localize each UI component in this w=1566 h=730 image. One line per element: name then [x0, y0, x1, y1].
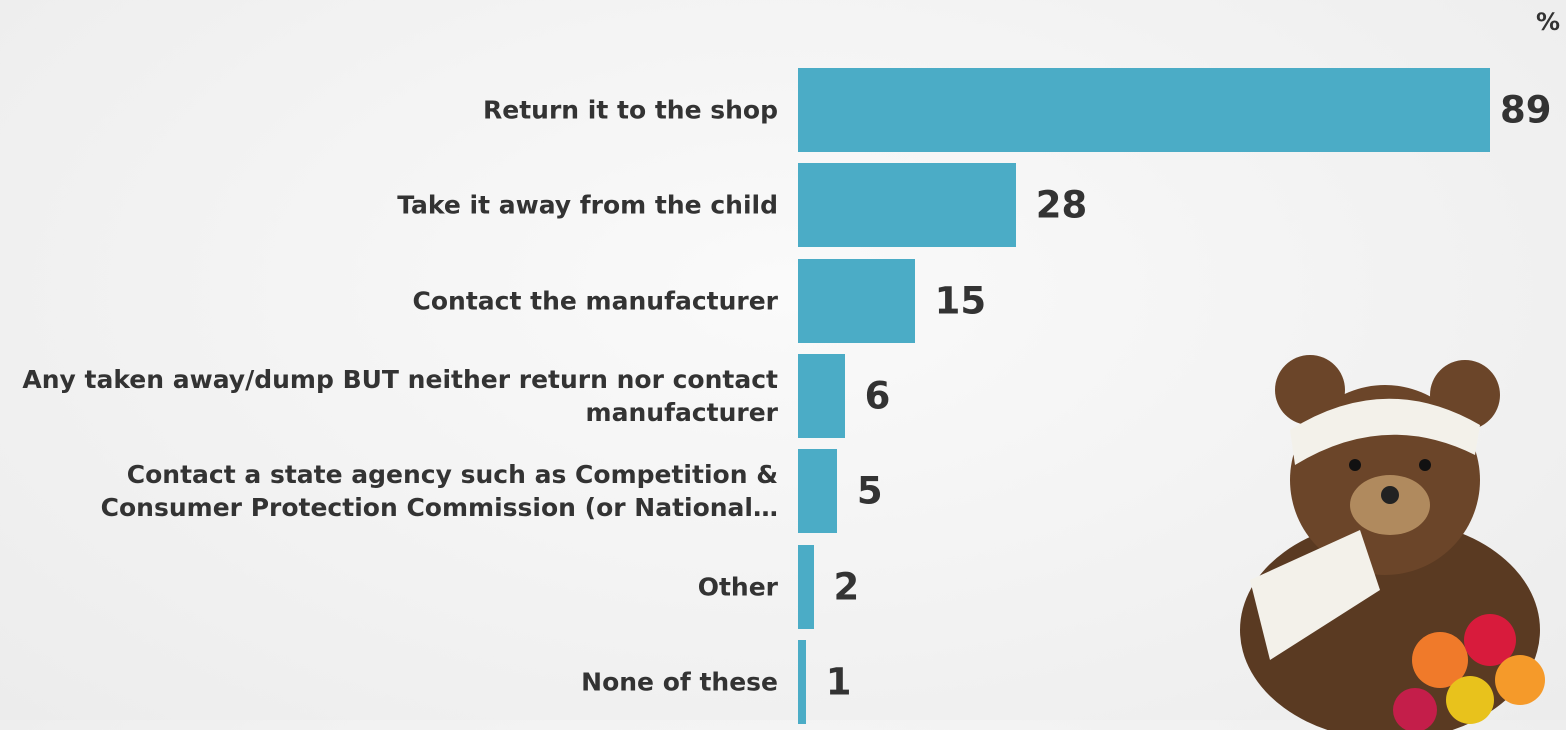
- bar: [798, 353, 845, 438]
- bar: [798, 544, 814, 629]
- value-label: 2: [833, 565, 860, 608]
- value-label: 15: [934, 279, 987, 323]
- value-label: 6: [864, 374, 891, 418]
- category-label: None of these: [581, 667, 778, 697]
- bar: [798, 163, 1016, 248]
- bar: [798, 639, 806, 724]
- value-label: 5: [856, 469, 883, 513]
- category-label: Contact a state agency such as Competiti…: [100, 460, 778, 523]
- value-label: 89: [1500, 88, 1552, 132]
- category-label: Contact the manufacturer: [412, 286, 778, 316]
- bar: [798, 258, 915, 343]
- value-label: 28: [1035, 183, 1088, 227]
- bar: [798, 449, 837, 534]
- unit-label: %: [1535, 8, 1560, 36]
- category-label: Other: [697, 572, 778, 601]
- bar: [798, 68, 1490, 152]
- category-label: Take it away from the child: [397, 190, 778, 220]
- value-label: 1: [825, 660, 852, 704]
- category-label: Return it to the shop: [483, 95, 778, 125]
- category-label: Any taken away/dump BUT neither return n…: [22, 364, 778, 427]
- teddy-bear-image: [1240, 355, 1545, 730]
